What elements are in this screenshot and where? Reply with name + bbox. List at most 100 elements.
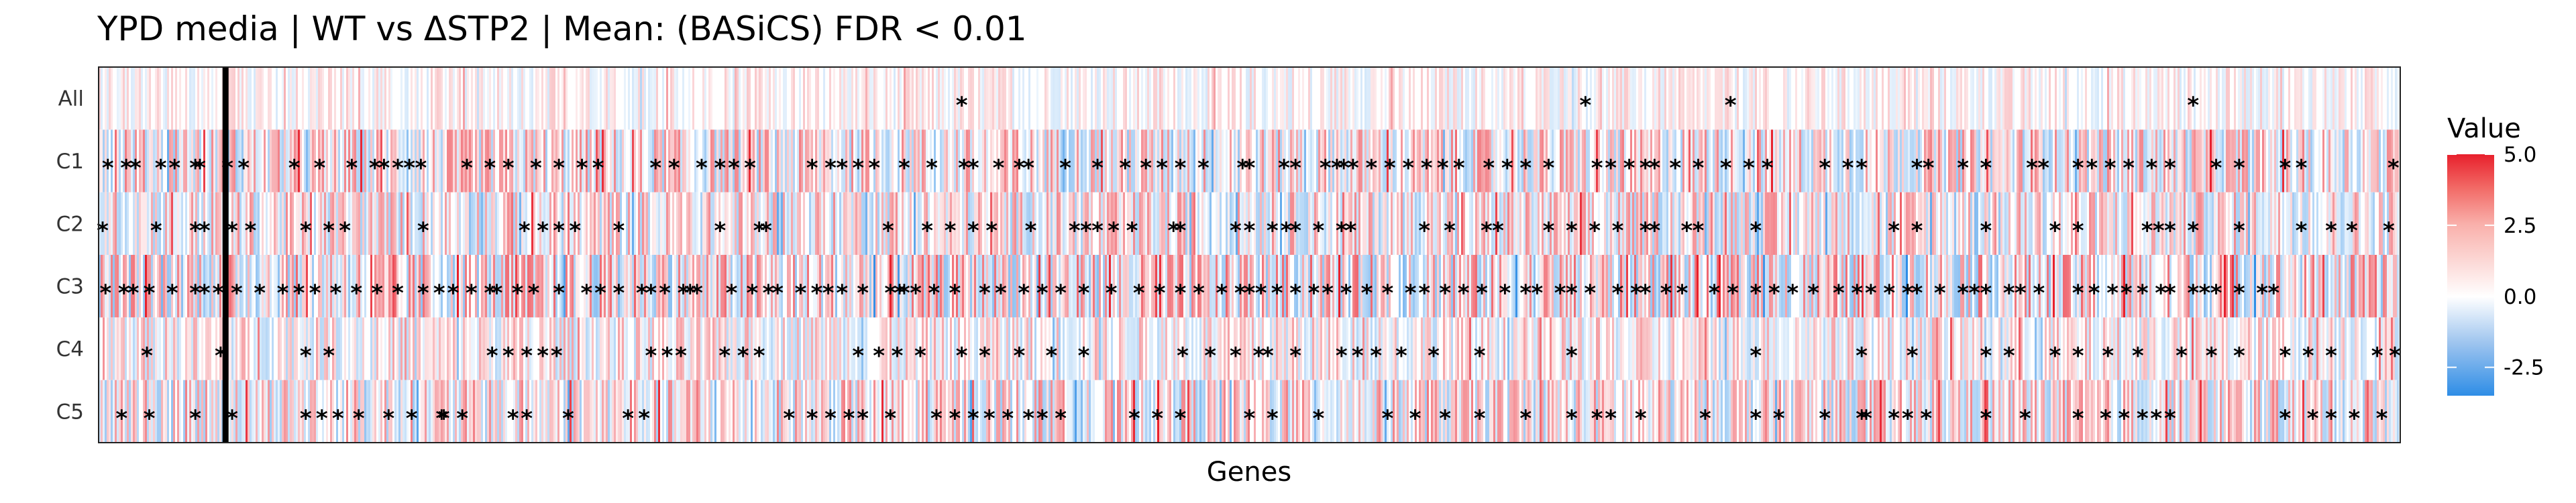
significance-star: * <box>1439 405 1451 432</box>
significance-star: * <box>1395 343 1407 370</box>
significance-star: * <box>1055 405 1067 432</box>
significance-star: * <box>1630 280 1642 307</box>
significance-star: * <box>926 155 938 182</box>
significance-star: * <box>1860 405 1872 432</box>
significance-star: * <box>945 217 957 244</box>
significance-star: * <box>433 280 445 307</box>
significance-star: * <box>2198 280 2210 307</box>
significance-star: * <box>339 217 351 244</box>
significance-star: * <box>2206 343 2218 370</box>
significance-star: * <box>843 405 855 432</box>
significance-star: * <box>1807 280 1819 307</box>
significance-star: * <box>456 405 468 432</box>
significance-star: * <box>622 405 634 432</box>
significance-star: * <box>1437 155 1449 182</box>
significance-star: * <box>1833 280 1845 307</box>
significance-star: * <box>898 155 910 182</box>
significance-star: * <box>1481 217 1493 244</box>
significance-star: * <box>1428 343 1440 370</box>
significance-star: * <box>2267 280 2279 307</box>
heatmap-cells <box>99 67 2399 443</box>
significance-star: * <box>2187 93 2199 119</box>
significance-star: * <box>1786 280 1799 307</box>
significance-star: * <box>1091 217 1104 244</box>
significance-star: * <box>2100 405 2112 432</box>
significance-star: * <box>1566 280 1578 307</box>
significance-star: * <box>1911 280 1923 307</box>
significance-star: * <box>2210 155 2222 182</box>
significance-star: * <box>2279 343 2292 370</box>
significance-star: * <box>189 280 201 307</box>
significance-star: * <box>417 217 429 244</box>
significance-star: * <box>2137 405 2149 432</box>
significance-star: * <box>438 405 450 432</box>
significance-star: * <box>2072 217 2084 244</box>
significance-star: * <box>1543 155 1555 182</box>
significance-star: * <box>1336 217 1348 244</box>
significance-star: * <box>323 343 335 370</box>
significance-star: * <box>1902 280 1914 307</box>
significance-star: * <box>979 280 991 307</box>
significance-star: * <box>985 217 998 244</box>
significance-star: * <box>1002 405 1014 432</box>
significance-star: * <box>466 280 478 307</box>
significance-star: * <box>288 155 301 182</box>
significance-star: * <box>1501 155 1513 182</box>
significance-star: * <box>277 280 289 307</box>
significance-star: * <box>1699 405 1711 432</box>
significance-star: * <box>1289 155 1301 182</box>
significance-star: * <box>2387 155 2400 182</box>
significance-star: * <box>836 280 848 307</box>
significance-star: * <box>1612 217 1624 244</box>
significance-star: * <box>811 280 823 307</box>
significance-star: * <box>115 405 127 432</box>
significance-star: * <box>1920 405 1932 432</box>
significance-star: * <box>1234 280 1246 307</box>
significance-star: * <box>1531 280 1543 307</box>
significance-star: * <box>1589 217 1601 244</box>
heatmap-row-c1 <box>99 129 2399 192</box>
significance-star: * <box>1856 405 1868 432</box>
significance-star: * <box>638 405 650 432</box>
significance-star: * <box>1474 405 1486 432</box>
significance-star: * <box>2383 217 2395 244</box>
significance-star: * <box>1320 155 1332 182</box>
row-label-c4: C4 <box>56 337 84 361</box>
significance-star: * <box>346 155 358 182</box>
significance-star: * <box>806 155 818 182</box>
significance-star: * <box>215 343 227 370</box>
significance-star: * <box>613 217 625 244</box>
significance-star: * <box>1640 280 1652 307</box>
significance-star: * <box>2325 343 2337 370</box>
significance-star: * <box>293 280 305 307</box>
significance-star: * <box>2371 343 2383 370</box>
significance-star: * <box>519 217 531 244</box>
significance-star: * <box>350 280 362 307</box>
significance-star: * <box>1865 280 1877 307</box>
significance-star: * <box>884 405 896 432</box>
significance-star: * <box>1669 155 1681 182</box>
significance-star: * <box>1126 217 1138 244</box>
significance-star: * <box>537 217 549 244</box>
significance-star: * <box>747 280 759 307</box>
significance-star: * <box>760 217 772 244</box>
significance-star: * <box>2348 405 2360 432</box>
significance-star: * <box>1197 155 1210 182</box>
significance-star: * <box>226 217 238 244</box>
significance-star: * <box>678 280 690 307</box>
significance-star: * <box>1693 217 1705 244</box>
significance-star: * <box>484 280 496 307</box>
significance-star: * <box>1911 155 1923 182</box>
significance-star: * <box>1660 280 1672 307</box>
significance-star: * <box>237 155 250 182</box>
significance-star: * <box>2146 155 2158 182</box>
significance-star: * <box>2389 343 2401 370</box>
significance-star: * <box>2132 343 2144 370</box>
significance-star: * <box>1543 217 1555 244</box>
significance-star: * <box>2026 155 2038 182</box>
significance-star: * <box>371 280 383 307</box>
significance-star: * <box>1580 93 1592 119</box>
significance-star: * <box>1911 217 1923 244</box>
significance-star: * <box>1693 155 1705 182</box>
legend-tick-label: 5.0 <box>2504 143 2536 167</box>
